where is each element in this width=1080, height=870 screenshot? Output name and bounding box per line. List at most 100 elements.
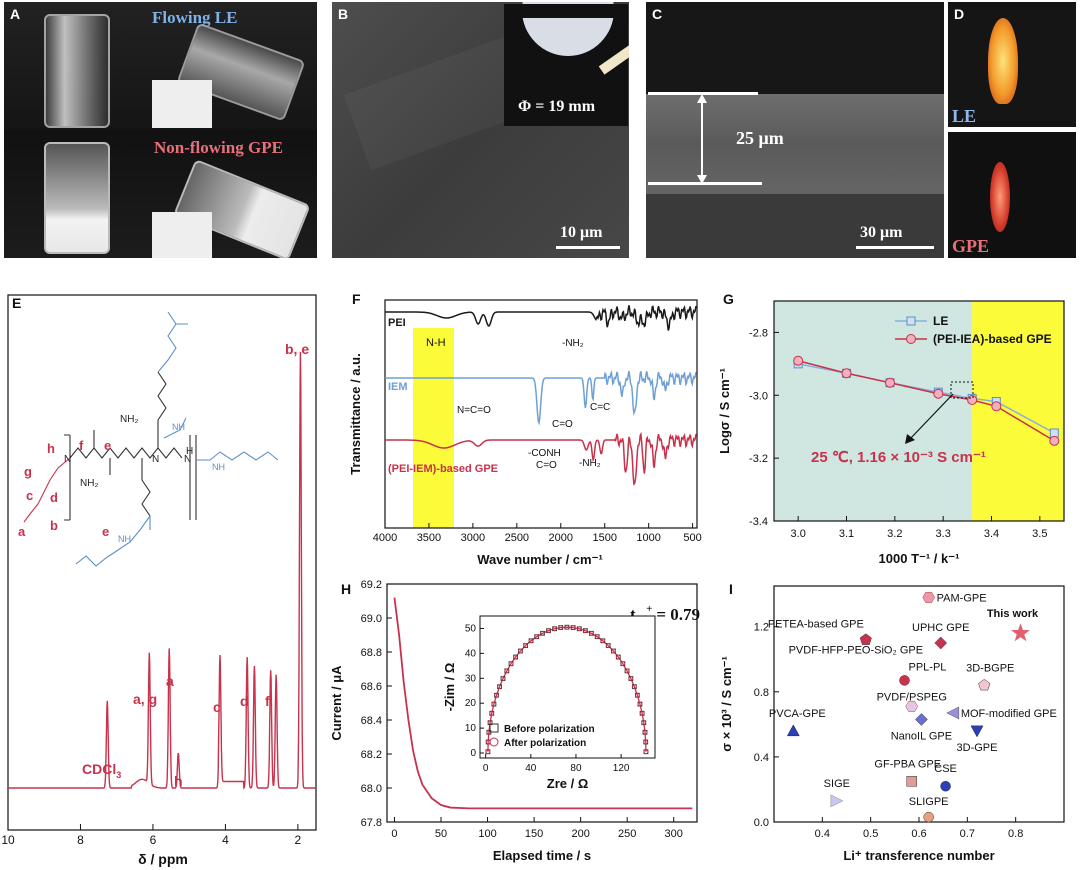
i-point-label: SLIGPE — [909, 796, 949, 808]
thickness-line-top — [648, 92, 758, 95]
e-x-tick-label: 2 — [295, 833, 302, 847]
panel-h-chart: H 0 50 100 150 200 250 30067.868.068.268.468.6… — [329, 579, 700, 863]
i-point-label: SIGE — [824, 778, 850, 790]
h-x-axis-label: Elapsed time / s — [493, 848, 591, 863]
nyquist-point-after — [497, 684, 502, 689]
h-y-axis-label: Current / μA — [329, 665, 344, 741]
panel-f-frame — [384, 299, 698, 529]
nyquist-point-after — [508, 661, 514, 666]
nyquist-point-after — [523, 643, 528, 648]
g-point-gpe — [1049, 435, 1060, 446]
nyquist-point-after — [624, 668, 630, 674]
g-y-tick-label: -2.8 — [749, 327, 768, 339]
panel-i-chart: I 0.4 0.5 0.6 0.7 0.8 0.0 0.4 0.8 1.2 PAM-GPE PETE… — [719, 581, 1065, 863]
nyquist-point-after — [577, 626, 582, 631]
i-y-tick-label: 0.0 — [754, 817, 769, 829]
i-point — [905, 700, 918, 712]
peak-label-a: a — [166, 673, 174, 689]
e-x-tick-label: 4 — [222, 833, 229, 847]
panel-g-label: G — [723, 291, 734, 307]
peak-label-h: h — [174, 773, 183, 789]
nh-band-highlight — [413, 328, 454, 528]
panel-i-label: I — [729, 581, 733, 597]
i-point-label: PPL-PL — [909, 661, 947, 673]
nyquist-point-after — [546, 628, 551, 633]
inset-y-tick-label: 10 — [465, 723, 477, 734]
i-x-tick-label: 0.7 — [960, 828, 975, 840]
panel-b-label: B — [338, 6, 349, 22]
inset-legend-before: Before polarization — [504, 724, 595, 735]
i-x-tick-label: 0.8 — [1008, 828, 1023, 840]
nyquist-point-after — [594, 634, 600, 639]
panel-h-label: H — [341, 581, 351, 597]
i-plot-area: 0.4 0.5 0.6 0.7 0.8 0.0 0.4 0.8 1.2 PAM-GPE PETEA-… — [719, 585, 1065, 863]
peak-label-be: b, e — [285, 341, 309, 357]
panel-d-bottom-photo: GPE — [948, 132, 1076, 258]
i-point — [922, 591, 935, 603]
white-block-2 — [152, 212, 212, 258]
scale-bar-c — [856, 246, 934, 249]
i-point — [830, 794, 844, 808]
h-x-tick-label: 0 — [391, 828, 397, 840]
h-x-tick-label: 150 — [525, 828, 543, 840]
svg-text:e: e — [102, 524, 109, 539]
inset-y-tick-label: 40 — [465, 648, 477, 659]
svg-text:N=C=O: N=C=O — [457, 405, 491, 416]
e-x-axis-label: δ / ppm — [138, 851, 188, 867]
svg-text:H: H — [186, 446, 193, 457]
h-y-tick-label: 69.0 — [361, 613, 382, 625]
f-x-tick-label: 1500 — [592, 532, 616, 544]
inset-y-tick-label: 0 — [470, 748, 476, 759]
svg-text:NH: NH — [172, 422, 185, 432]
h-y-tick-label: 69.2 — [361, 579, 382, 591]
inset-frame — [479, 615, 656, 759]
f-x-tick-label: 2000 — [549, 532, 573, 544]
peak-label-ag: a, g — [133, 691, 157, 707]
nyquist-point-after — [642, 730, 648, 735]
d-gpe-label: GPE — [952, 236, 990, 256]
i-point — [915, 713, 928, 726]
h-y-tick-label: 68.4 — [361, 715, 382, 727]
nyquist-point-after — [639, 711, 645, 716]
g-x-tick-label: 3.2 — [887, 528, 902, 540]
h-x-tick-label: 100 — [478, 828, 496, 840]
i-y-tick-label: 0.8 — [754, 687, 769, 699]
f-annotations: -NH₂ N=C=O C=C C=O -CONH C=O -NH₂ — [457, 338, 610, 471]
svg-text:-NH₂: -NH₂ — [562, 338, 584, 349]
panel-a-label: A — [10, 6, 21, 22]
nyquist-point-after — [564, 625, 570, 630]
g-point-gpe — [793, 355, 804, 366]
g-x-tick-label: 3.3 — [936, 528, 951, 540]
f-x-tick-label: 1000 — [636, 532, 660, 544]
svg-text:C=O: C=O — [536, 460, 557, 471]
g-highlight-box — [950, 381, 974, 399]
i-point-label: PVDF-HFP-PEO-SiO₂ GPE — [789, 645, 923, 657]
i-point — [923, 811, 934, 823]
structure-blue-arms — [75, 311, 279, 567]
panel-f-label: F — [352, 291, 361, 307]
g-annotation-arrowhead — [905, 434, 915, 444]
flame-gpe — [990, 162, 1010, 232]
legend-iem: IEM — [388, 381, 408, 393]
svg-text:c: c — [26, 488, 33, 503]
h-y-tick-label: 67.8 — [361, 817, 382, 829]
e-x-tick-label: 6 — [150, 833, 157, 847]
g-point-gpe — [991, 401, 1002, 412]
nyquist-point-after — [637, 701, 643, 707]
series-pei — [385, 305, 697, 331]
nyquist-point-after — [485, 749, 491, 754]
e-x-ticks: 10 8 6 4 2 — [1, 824, 302, 847]
g-annotation-arrow — [908, 393, 954, 441]
svg-text:NH₂: NH₂ — [120, 414, 138, 425]
thickness-line-bottom — [648, 182, 762, 185]
panel-a-photo: A Flowing LE Non-flowing GPE — [4, 2, 317, 258]
i-point — [786, 724, 800, 737]
structure-letters: h f e g c d a b e — [18, 438, 111, 539]
nyquist-point-after — [628, 676, 634, 681]
nyquist-point-after — [534, 634, 539, 639]
svg-text:a: a — [18, 524, 26, 539]
series-gpe — [385, 431, 697, 486]
peak-label-f: f — [265, 693, 270, 709]
i-point — [859, 633, 872, 645]
h-x-tick-label: 250 — [618, 828, 636, 840]
